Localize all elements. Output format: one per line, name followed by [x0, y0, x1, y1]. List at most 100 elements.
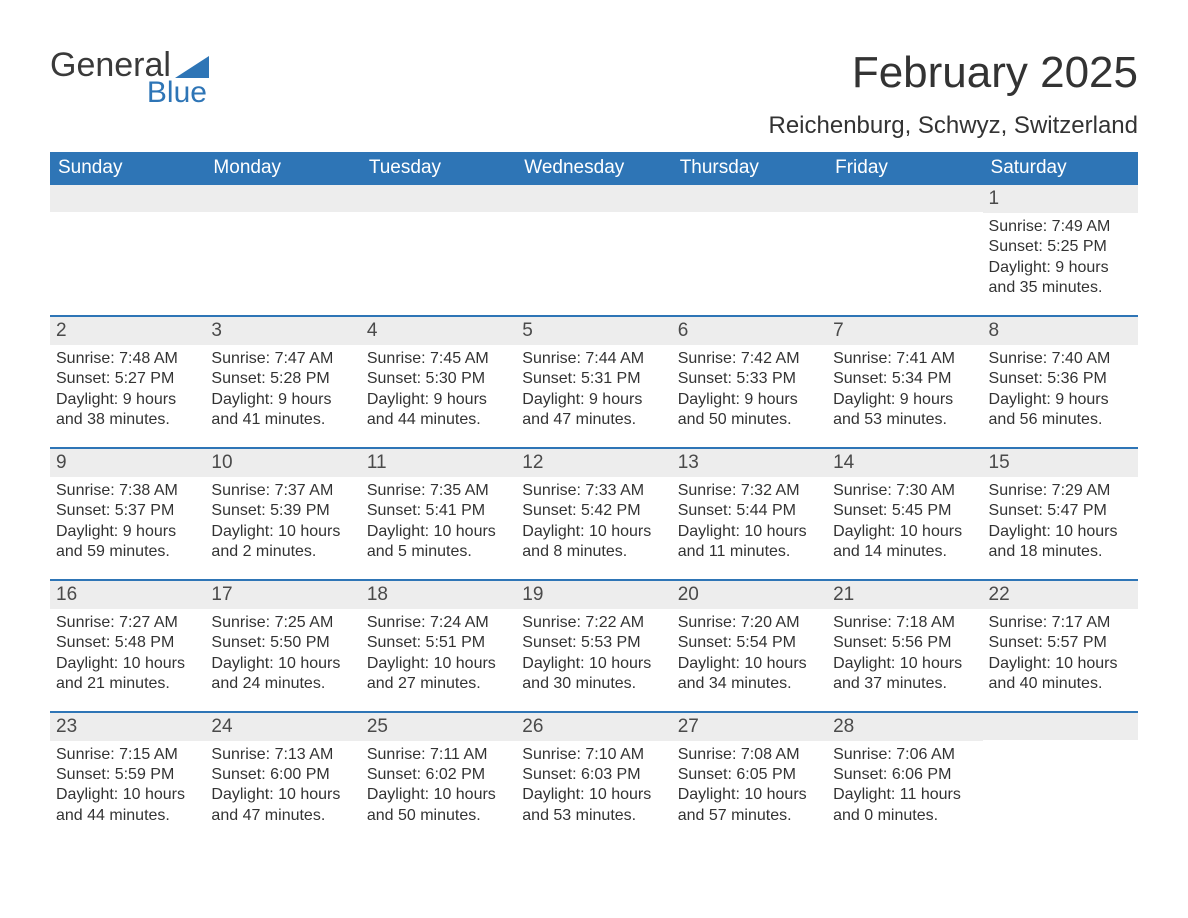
sunrise-text: Sunrise: 7:42 AM	[678, 349, 821, 369]
calendar-week: 23Sunrise: 7:15 AMSunset: 5:59 PMDayligh…	[50, 711, 1138, 843]
day-details: Sunrise: 7:41 AMSunset: 5:34 PMDaylight:…	[827, 345, 982, 447]
daylight-text: Daylight: 9 hours and 56 minutes.	[989, 390, 1132, 431]
day-number	[672, 185, 827, 212]
day-details: Sunrise: 7:10 AMSunset: 6:03 PMDaylight:…	[516, 741, 671, 843]
sunset-text: Sunset: 5:28 PM	[211, 369, 354, 389]
page-subtitle: Reichenburg, Schwyz, Switzerland	[50, 112, 1138, 140]
day-number: 6	[672, 317, 827, 345]
sunset-text: Sunset: 5:44 PM	[678, 501, 821, 521]
sunrise-text: Sunrise: 7:17 AM	[989, 613, 1132, 633]
sunset-text: Sunset: 6:03 PM	[522, 765, 665, 785]
daylight-text: Daylight: 10 hours and 8 minutes.	[522, 522, 665, 563]
day-number: 22	[983, 581, 1138, 609]
logo-text-2: Blue	[50, 78, 209, 108]
calendar-cell: 13Sunrise: 7:32 AMSunset: 5:44 PMDayligh…	[672, 449, 827, 579]
calendar-week: 16Sunrise: 7:27 AMSunset: 5:48 PMDayligh…	[50, 579, 1138, 711]
day-number: 19	[516, 581, 671, 609]
sunrise-text: Sunrise: 7:25 AM	[211, 613, 354, 633]
day-details: Sunrise: 7:48 AMSunset: 5:27 PMDaylight:…	[50, 345, 205, 447]
calendar-cell	[50, 185, 205, 315]
day-number: 16	[50, 581, 205, 609]
sunrise-text: Sunrise: 7:11 AM	[367, 745, 510, 765]
day-details: Sunrise: 7:27 AMSunset: 5:48 PMDaylight:…	[50, 609, 205, 711]
calendar-cell	[983, 713, 1138, 843]
day-number: 8	[983, 317, 1138, 345]
day-details: Sunrise: 7:37 AMSunset: 5:39 PMDaylight:…	[205, 477, 360, 579]
day-details: Sunrise: 7:20 AMSunset: 5:54 PMDaylight:…	[672, 609, 827, 711]
daylight-text: Daylight: 9 hours and 35 minutes.	[989, 258, 1132, 299]
day-number: 18	[361, 581, 516, 609]
sunset-text: Sunset: 5:31 PM	[522, 369, 665, 389]
calendar-cell: 6Sunrise: 7:42 AMSunset: 5:33 PMDaylight…	[672, 317, 827, 447]
day-number	[827, 185, 982, 212]
calendar-cell	[361, 185, 516, 315]
calendar-cell: 4Sunrise: 7:45 AMSunset: 5:30 PMDaylight…	[361, 317, 516, 447]
sunset-text: Sunset: 6:06 PM	[833, 765, 976, 785]
day-number: 11	[361, 449, 516, 477]
daylight-text: Daylight: 10 hours and 30 minutes.	[522, 654, 665, 695]
day-details: Sunrise: 7:33 AMSunset: 5:42 PMDaylight:…	[516, 477, 671, 579]
daylight-text: Daylight: 10 hours and 18 minutes.	[989, 522, 1132, 563]
daylight-text: Daylight: 10 hours and 50 minutes.	[367, 785, 510, 826]
calendar-cell: 15Sunrise: 7:29 AMSunset: 5:47 PMDayligh…	[983, 449, 1138, 579]
daylight-text: Daylight: 9 hours and 59 minutes.	[56, 522, 199, 563]
dow-sunday: Sunday	[50, 152, 205, 185]
sunset-text: Sunset: 5:41 PM	[367, 501, 510, 521]
daylight-text: Daylight: 10 hours and 11 minutes.	[678, 522, 821, 563]
day-details: Sunrise: 7:25 AMSunset: 5:50 PMDaylight:…	[205, 609, 360, 711]
day-number: 27	[672, 713, 827, 741]
sunrise-text: Sunrise: 7:41 AM	[833, 349, 976, 369]
calendar-cell	[516, 185, 671, 315]
day-number	[50, 185, 205, 212]
day-number: 23	[50, 713, 205, 741]
day-number: 12	[516, 449, 671, 477]
day-details	[205, 212, 360, 232]
day-number: 7	[827, 317, 982, 345]
day-number	[983, 713, 1138, 740]
daylight-text: Daylight: 9 hours and 38 minutes.	[56, 390, 199, 431]
logo-triangle-icon	[175, 56, 209, 78]
daylight-text: Daylight: 10 hours and 40 minutes.	[989, 654, 1132, 695]
sunrise-text: Sunrise: 7:38 AM	[56, 481, 199, 501]
sunrise-text: Sunrise: 7:32 AM	[678, 481, 821, 501]
calendar-cell: 27Sunrise: 7:08 AMSunset: 6:05 PMDayligh…	[672, 713, 827, 843]
calendar-cell: 20Sunrise: 7:20 AMSunset: 5:54 PMDayligh…	[672, 581, 827, 711]
day-number: 2	[50, 317, 205, 345]
day-of-week-header: Sunday Monday Tuesday Wednesday Thursday…	[50, 152, 1138, 185]
calendar-cell: 19Sunrise: 7:22 AMSunset: 5:53 PMDayligh…	[516, 581, 671, 711]
day-number: 25	[361, 713, 516, 741]
daylight-text: Daylight: 10 hours and 57 minutes.	[678, 785, 821, 826]
calendar-cell: 8Sunrise: 7:40 AMSunset: 5:36 PMDaylight…	[983, 317, 1138, 447]
sunset-text: Sunset: 5:39 PM	[211, 501, 354, 521]
sunset-text: Sunset: 6:02 PM	[367, 765, 510, 785]
sunrise-text: Sunrise: 7:27 AM	[56, 613, 199, 633]
sunrise-text: Sunrise: 7:45 AM	[367, 349, 510, 369]
logo: General Blue	[50, 48, 209, 108]
day-details: Sunrise: 7:24 AMSunset: 5:51 PMDaylight:…	[361, 609, 516, 711]
sunrise-text: Sunrise: 7:24 AM	[367, 613, 510, 633]
daylight-text: Daylight: 10 hours and 5 minutes.	[367, 522, 510, 563]
sunset-text: Sunset: 5:56 PM	[833, 633, 976, 653]
daylight-text: Daylight: 9 hours and 50 minutes.	[678, 390, 821, 431]
sunset-text: Sunset: 5:27 PM	[56, 369, 199, 389]
day-details: Sunrise: 7:22 AMSunset: 5:53 PMDaylight:…	[516, 609, 671, 711]
calendar-cell: 5Sunrise: 7:44 AMSunset: 5:31 PMDaylight…	[516, 317, 671, 447]
daylight-text: Daylight: 10 hours and 37 minutes.	[833, 654, 976, 695]
calendar-cell: 7Sunrise: 7:41 AMSunset: 5:34 PMDaylight…	[827, 317, 982, 447]
day-number: 1	[983, 185, 1138, 213]
sunrise-text: Sunrise: 7:49 AM	[989, 217, 1132, 237]
day-details: Sunrise: 7:32 AMSunset: 5:44 PMDaylight:…	[672, 477, 827, 579]
calendar-cell: 24Sunrise: 7:13 AMSunset: 6:00 PMDayligh…	[205, 713, 360, 843]
calendar-cell: 3Sunrise: 7:47 AMSunset: 5:28 PMDaylight…	[205, 317, 360, 447]
day-details: Sunrise: 7:29 AMSunset: 5:47 PMDaylight:…	[983, 477, 1138, 579]
day-details	[983, 740, 1138, 760]
day-details: Sunrise: 7:45 AMSunset: 5:30 PMDaylight:…	[361, 345, 516, 447]
calendar-cell: 16Sunrise: 7:27 AMSunset: 5:48 PMDayligh…	[50, 581, 205, 711]
calendar-week: 9Sunrise: 7:38 AMSunset: 5:37 PMDaylight…	[50, 447, 1138, 579]
sunset-text: Sunset: 5:30 PM	[367, 369, 510, 389]
calendar-cell: 9Sunrise: 7:38 AMSunset: 5:37 PMDaylight…	[50, 449, 205, 579]
sunrise-text: Sunrise: 7:30 AM	[833, 481, 976, 501]
sunrise-text: Sunrise: 7:18 AM	[833, 613, 976, 633]
sunset-text: Sunset: 5:57 PM	[989, 633, 1132, 653]
dow-tuesday: Tuesday	[361, 152, 516, 185]
